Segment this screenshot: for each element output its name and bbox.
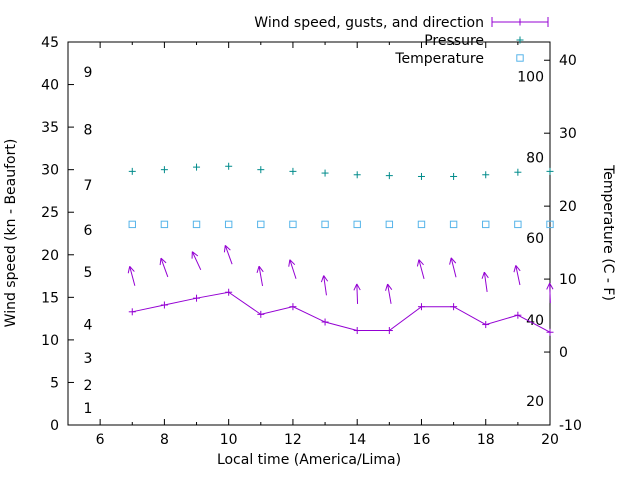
- svg-text:7: 7: [84, 178, 93, 194]
- svg-text:10: 10: [220, 432, 238, 448]
- svg-text:6: 6: [84, 223, 93, 239]
- svg-text:2: 2: [84, 378, 93, 394]
- svg-text:8: 8: [84, 123, 93, 139]
- svg-text:Pressure: Pressure: [424, 33, 484, 49]
- svg-text:40: 40: [526, 313, 544, 329]
- svg-text:Wind speed, gusts, and directi: Wind speed, gusts, and direction: [254, 15, 484, 31]
- svg-text:15: 15: [41, 290, 59, 306]
- svg-text:9: 9: [84, 65, 93, 81]
- x-axis-title: Local time (America/Lima): [217, 452, 401, 468]
- svg-text:4: 4: [84, 318, 93, 334]
- svg-text:40: 40: [559, 53, 577, 69]
- svg-text:100: 100: [517, 69, 544, 85]
- svg-text:18: 18: [477, 432, 495, 448]
- svg-text:12: 12: [284, 432, 302, 448]
- svg-text:20: 20: [526, 394, 544, 410]
- svg-text:45: 45: [41, 35, 59, 51]
- svg-text:10: 10: [41, 333, 59, 349]
- beaufort-scale-labels: 1 2 3 4 5 6 7 8 9: [84, 65, 93, 417]
- svg-text:30: 30: [41, 163, 59, 179]
- svg-text:1: 1: [84, 401, 93, 417]
- legend: Wind speed, gusts, and direction Pressure…: [254, 15, 549, 67]
- right-axis-ticks: -10 0 10 20 30 40: [544, 53, 582, 434]
- y-right-axis-title: Temperature (C - F): [600, 164, 616, 301]
- svg-text:20: 20: [559, 199, 577, 215]
- svg-text:Temperature: Temperature: [394, 51, 484, 67]
- left-axis-ticks: 0 5 10 15 20 25 30 35 40 45: [41, 35, 74, 434]
- svg-text:25: 25: [41, 205, 59, 221]
- svg-text:35: 35: [41, 120, 59, 136]
- svg-text:0: 0: [50, 418, 59, 434]
- plot-frame: [67, 41, 551, 426]
- svg-text:30: 30: [559, 126, 577, 142]
- fahrenheit-scale-labels: 20 40 60 80 100: [517, 69, 544, 410]
- svg-text:0: 0: [559, 345, 568, 361]
- svg-text:5: 5: [50, 375, 59, 391]
- svg-text:16: 16: [413, 432, 431, 448]
- svg-text:40: 40: [41, 78, 59, 94]
- svg-text:10: 10: [559, 272, 577, 288]
- svg-text:60: 60: [526, 231, 544, 247]
- svg-text:8: 8: [160, 432, 169, 448]
- svg-text:20: 20: [41, 248, 59, 264]
- svg-text:-10: -10: [559, 418, 582, 434]
- temperature-series: [128, 220, 554, 229]
- svg-text:14: 14: [348, 432, 366, 448]
- wind-series: [127, 245, 554, 336]
- svg-text:6: 6: [96, 432, 105, 448]
- svg-text:5: 5: [84, 265, 93, 281]
- svg-text:3: 3: [84, 351, 93, 367]
- svg-text:20: 20: [541, 432, 559, 448]
- x-axis-ticks: 6 8 10 12 14 16 18 20: [67, 42, 559, 448]
- svg-text:80: 80: [526, 150, 544, 166]
- pressure-series: [128, 162, 554, 180]
- y-left-axis-title: Wind speed (kn - Beaufort): [3, 139, 19, 328]
